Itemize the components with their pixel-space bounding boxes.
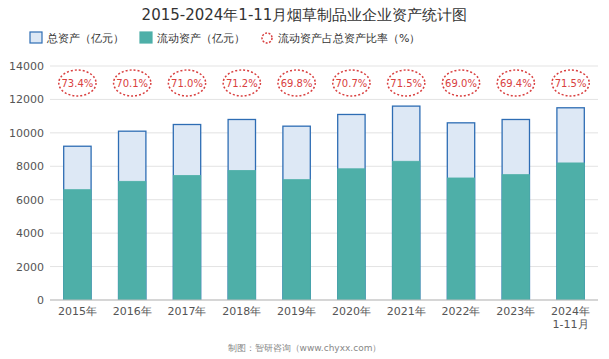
bar bbox=[447, 123, 474, 300]
bar bbox=[119, 131, 146, 300]
legend-swatch bbox=[30, 32, 42, 43]
grid bbox=[50, 66, 598, 300]
ratio-label: 69.4% bbox=[500, 78, 532, 89]
bar bbox=[447, 178, 474, 300]
bar bbox=[557, 163, 584, 300]
ratio-label: 71.2% bbox=[226, 78, 258, 89]
grid-line bbox=[50, 66, 598, 67]
legend-swatch bbox=[262, 33, 272, 43]
y-tick-label: 0 bbox=[37, 294, 44, 307]
x-tick-label: 2017年 bbox=[168, 305, 207, 318]
ratio-label: 71.0% bbox=[171, 78, 203, 89]
bar bbox=[228, 170, 255, 300]
footer-note: 制图：智研咨询（www.chyxx.com） bbox=[228, 343, 382, 353]
ratio-label: 71.5% bbox=[390, 78, 422, 89]
x-axis-line bbox=[50, 300, 598, 301]
x-tick-label: 2022年 bbox=[442, 305, 481, 318]
bar bbox=[393, 161, 420, 300]
bar bbox=[393, 106, 420, 300]
title: 2015-2024年1-11月烟草制品业企业资产统计图 bbox=[142, 6, 468, 24]
ratio-label: 71.5% bbox=[555, 78, 587, 89]
bar bbox=[173, 125, 200, 301]
ratio-ellipse bbox=[59, 70, 96, 96]
x-tick-label: 2024年1-11月 bbox=[551, 305, 590, 331]
bar bbox=[64, 190, 91, 300]
ratio-ellipse bbox=[223, 70, 260, 96]
ratio-label: 69.8% bbox=[281, 78, 313, 89]
y-tick-label: 14000 bbox=[9, 60, 44, 73]
ratio-label: 69.0% bbox=[445, 78, 477, 89]
x-tick-label: 2015年 bbox=[58, 305, 97, 318]
y-tick-label: 10000 bbox=[9, 127, 44, 140]
y-tick-label: 4000 bbox=[16, 227, 44, 240]
x-tick-label: 2023年 bbox=[496, 305, 535, 318]
bar bbox=[119, 181, 146, 300]
legend-item: 流动资产占总资产比率（%） bbox=[262, 32, 420, 45]
ratio-ellipse bbox=[552, 70, 589, 96]
legend-label: 总资产（亿元） bbox=[46, 32, 124, 45]
ratio-ellipse bbox=[114, 70, 151, 96]
legend-swatch bbox=[140, 32, 152, 43]
background bbox=[0, 0, 609, 359]
ratio-ellipse bbox=[388, 70, 425, 96]
bar bbox=[557, 108, 584, 300]
legend-item: 总资产（亿元） bbox=[30, 32, 124, 45]
ratio-ellipse bbox=[333, 70, 370, 96]
y-tick-label: 6000 bbox=[16, 194, 44, 207]
ratio-ellipse bbox=[442, 70, 479, 96]
x-tick-label: 2018年 bbox=[222, 305, 261, 318]
legend-item: 流动资产（亿元） bbox=[140, 32, 245, 45]
bar bbox=[228, 119, 255, 300]
x-tick-label: 2016年 bbox=[113, 305, 152, 318]
grid-line bbox=[50, 300, 598, 301]
legend-label: 流动资产占总资产比率（%） bbox=[278, 32, 420, 45]
x-tick-label: 2019年 bbox=[277, 305, 316, 318]
bar bbox=[502, 175, 529, 300]
ratio-label: 73.4% bbox=[62, 78, 94, 89]
bar bbox=[283, 126, 310, 300]
bar bbox=[338, 169, 365, 300]
bar bbox=[502, 119, 529, 300]
y-tick-label: 2000 bbox=[16, 261, 44, 274]
ratio-label: 70.1% bbox=[116, 78, 148, 89]
ratio-ellipse bbox=[497, 70, 534, 96]
x-tick-label: 2020年 bbox=[332, 305, 371, 318]
ratio-ellipse bbox=[168, 70, 205, 96]
y-tick-label: 8000 bbox=[16, 160, 44, 173]
x-tick-label: 2021年 bbox=[387, 305, 426, 318]
grid-line bbox=[50, 99, 598, 100]
marks bbox=[64, 106, 585, 300]
legend: 总资产（亿元） 流动资产（亿元） 流动资产占总资产比率（%） bbox=[30, 32, 420, 45]
bar bbox=[173, 175, 200, 300]
legend-label: 流动资产（亿元） bbox=[157, 32, 245, 45]
ratio-ellipse bbox=[278, 70, 315, 96]
bar bbox=[283, 180, 310, 300]
bar bbox=[338, 114, 365, 300]
ratio-label: 70.7% bbox=[336, 78, 368, 89]
chart: 2015-2024年1-11月烟草制品业企业资产统计图 0 2000 4000 6000… bbox=[0, 0, 609, 359]
y-tick-label: 12000 bbox=[9, 93, 44, 106]
bar bbox=[64, 146, 91, 300]
